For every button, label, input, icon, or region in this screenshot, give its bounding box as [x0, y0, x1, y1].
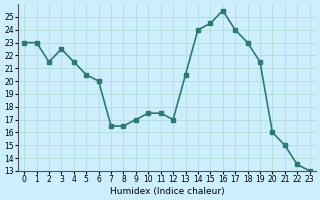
X-axis label: Humidex (Indice chaleur): Humidex (Indice chaleur) — [109, 187, 224, 196]
